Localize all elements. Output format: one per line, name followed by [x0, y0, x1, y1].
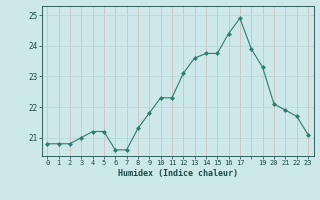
X-axis label: Humidex (Indice chaleur): Humidex (Indice chaleur): [118, 169, 237, 178]
